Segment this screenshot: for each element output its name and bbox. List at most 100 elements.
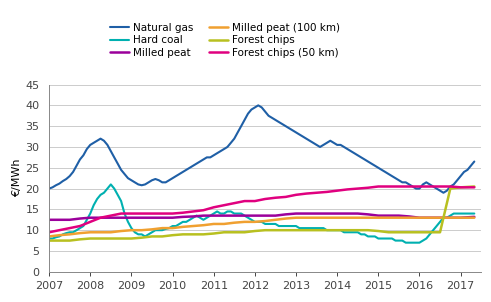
Forest chips: [375, 229, 381, 233]
Forest chips (50 km): [385, 185, 391, 188]
Forest chips: [365, 228, 371, 232]
Milled peat (100 km): [46, 235, 52, 238]
Milled peat: [108, 216, 114, 220]
Milled peat (100 km): [437, 216, 443, 220]
Forest chips (50 km): [458, 185, 464, 189]
Forest chips (50 km): [334, 189, 340, 192]
Forest chips (50 km): [355, 187, 361, 190]
Milled peat: [98, 216, 104, 220]
Forest chips (50 km): [129, 212, 135, 215]
Forest chips (50 km): [46, 230, 52, 234]
Milled peat: [87, 216, 93, 220]
Milled peat: [221, 214, 227, 217]
Forest chips (50 km): [200, 208, 206, 212]
Milled peat (100 km): [262, 219, 268, 223]
Forest chips (50 km): [406, 185, 412, 188]
Forest chips: [385, 230, 391, 234]
Milled peat: [129, 216, 135, 220]
Hard coal: [46, 237, 52, 240]
Milled peat: [365, 213, 371, 216]
Milled peat (100 km): [190, 224, 196, 228]
Milled peat (100 km): [108, 230, 114, 234]
Forest chips (50 km): [416, 185, 422, 188]
Forest chips (50 km): [139, 212, 145, 215]
Hard coal: [471, 212, 477, 215]
Milled peat: [283, 213, 289, 216]
Milled peat (100 km): [139, 228, 145, 232]
Forest chips: [77, 238, 83, 241]
Forest chips: [87, 237, 93, 240]
Milled peat (100 km): [447, 216, 453, 220]
Forest chips (50 km): [396, 185, 402, 188]
Legend: Natural gas, Hard coal, Milled peat, Milled peat (100 km), Forest chips, Forest : Natural gas, Hard coal, Milled peat, Mil…: [106, 19, 344, 62]
Line: Hard coal: Hard coal: [49, 185, 474, 243]
Hard coal: [451, 212, 457, 215]
Forest chips (50 km): [242, 199, 247, 203]
Forest chips: [273, 228, 278, 232]
Natural gas: [440, 191, 446, 194]
Forest chips: [190, 233, 196, 236]
Milled peat: [447, 216, 453, 220]
Milled peat (100 km): [98, 230, 104, 234]
Milled peat: [262, 214, 268, 217]
Milled peat: [416, 216, 422, 220]
Milled peat (100 km): [169, 226, 175, 230]
Forest chips: [396, 230, 402, 234]
Forest chips (50 km): [262, 197, 268, 201]
Forest chips: [345, 228, 351, 232]
Forest chips (50 km): [471, 185, 477, 189]
Forest chips (50 km): [375, 185, 381, 188]
Line: Forest chips: Forest chips: [49, 187, 474, 241]
Forest chips: [314, 228, 320, 232]
Milled peat (100 km): [77, 231, 83, 235]
Forest chips: [437, 230, 443, 234]
Natural gas: [406, 183, 412, 186]
Hard coal: [314, 226, 320, 230]
Forest chips (50 km): [211, 205, 217, 209]
Milled peat: [67, 218, 73, 222]
Natural gas: [46, 187, 52, 190]
Milled peat (100 km): [67, 233, 73, 236]
Forest chips: [180, 233, 186, 236]
Milled peat (100 km): [375, 216, 381, 220]
Hard coal: [403, 241, 409, 245]
Forest chips: [200, 233, 206, 236]
Hard coal: [149, 230, 155, 234]
Milled peat: [159, 216, 165, 220]
Forest chips (50 km): [252, 199, 258, 203]
Milled peat: [355, 212, 361, 215]
Milled peat: [314, 212, 320, 215]
Milled peat: [396, 214, 402, 217]
Milled peat: [334, 212, 340, 215]
Forest chips: [471, 185, 477, 188]
Milled peat (100 km): [242, 220, 247, 224]
Milled peat: [252, 214, 258, 217]
Milled peat (100 km): [471, 216, 477, 220]
Hard coal: [108, 183, 114, 186]
Forest chips (50 km): [293, 193, 299, 197]
Forest chips (50 km): [447, 185, 453, 188]
Milled peat: [324, 212, 330, 215]
Milled peat: [200, 214, 206, 217]
Line: Natural gas: Natural gas: [49, 105, 474, 193]
Milled peat (100 km): [283, 217, 289, 220]
Forest chips (50 km): [314, 191, 320, 194]
Forest chips: [56, 239, 62, 243]
Milled peat: [458, 216, 464, 220]
Forest chips: [159, 235, 165, 238]
Milled peat: [180, 215, 186, 219]
Milled peat (100 km): [396, 216, 402, 220]
Milled peat (100 km): [334, 216, 340, 220]
Milled peat: [169, 216, 175, 220]
Forest chips (50 km): [437, 185, 443, 188]
Forest chips (50 km): [221, 204, 227, 207]
Milled peat (100 km): [118, 229, 124, 233]
Forest chips: [46, 239, 52, 243]
Milled peat (100 km): [345, 216, 351, 220]
Forest chips (50 km): [365, 186, 371, 190]
Milled peat (100 km): [303, 216, 309, 220]
Forest chips: [416, 230, 422, 234]
Milled peat: [149, 216, 155, 220]
Line: Forest chips (50 km): Forest chips (50 km): [49, 187, 474, 232]
Forest chips: [324, 228, 330, 232]
